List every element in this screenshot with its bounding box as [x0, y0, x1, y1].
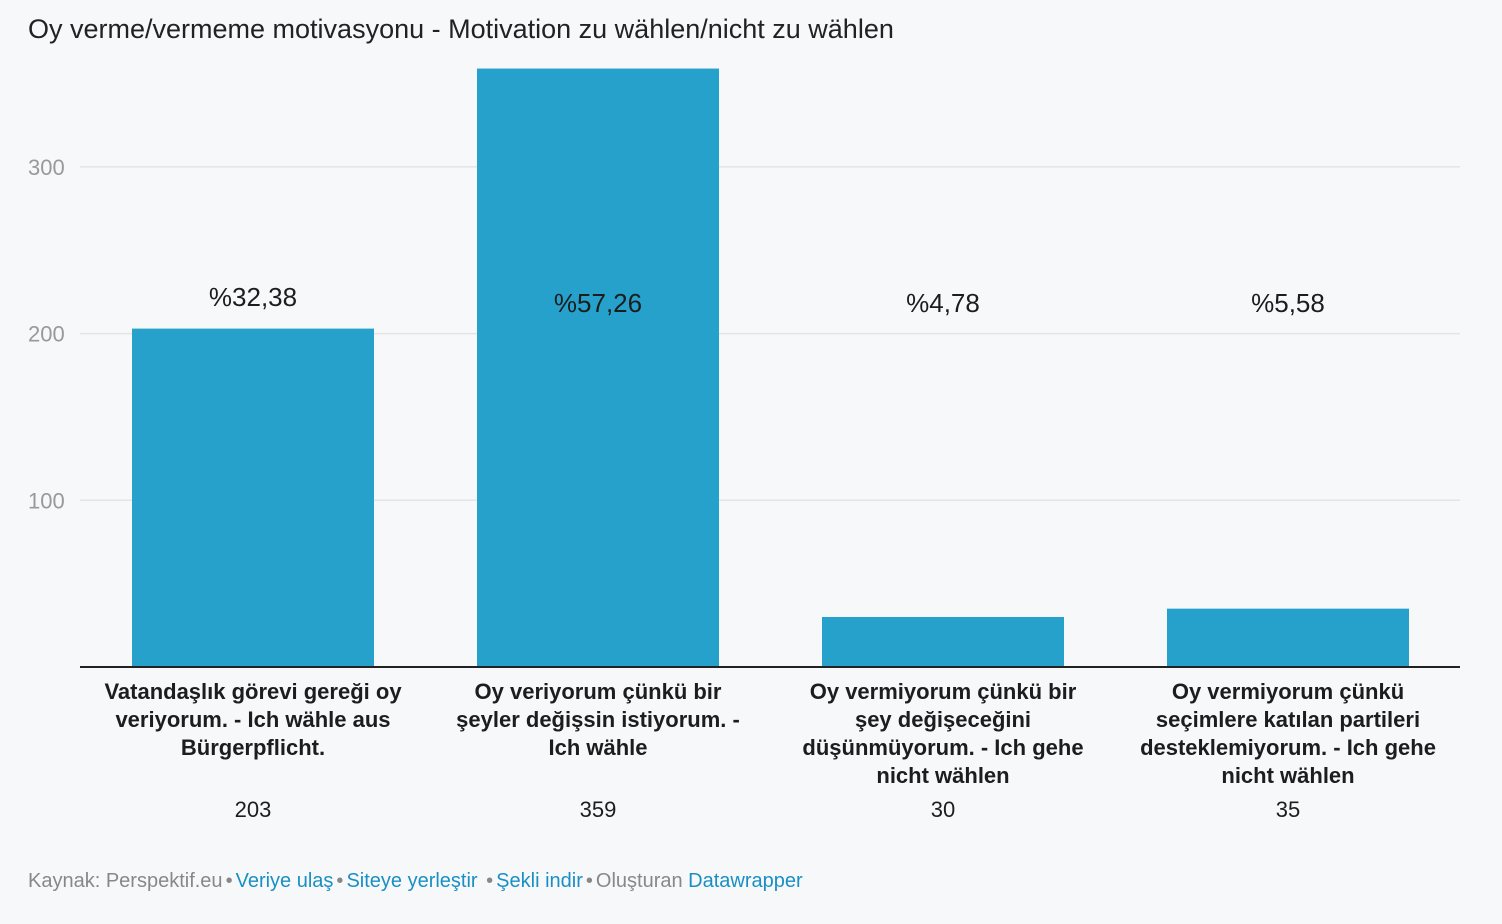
y-tick-label: 300	[28, 155, 65, 180]
source-text: Kaynak: Perspektif.eu	[28, 870, 223, 892]
category-label-line: veriyorum. - Ich wähle aus	[115, 707, 391, 732]
footer-separator: •	[336, 870, 344, 892]
value-label: 35	[1275, 797, 1301, 822]
bars	[132, 68, 1409, 667]
percent-label: %4,78	[906, 288, 980, 318]
percent-labels: %32,38 %57,26 %4,78 %5,58	[209, 282, 1325, 318]
category-label-line: seçimlere katılan partileri	[1155, 707, 1421, 732]
category-label-line: Oy veriyorum çünkü bir	[474, 679, 722, 704]
category-label-line: şey değişeceğini	[854, 707, 1032, 732]
bar	[822, 616, 1064, 667]
y-tick-label: 200	[28, 322, 65, 347]
footer-separator: •	[486, 870, 494, 892]
category-label: Oy vermiyorum çünkü seçimlere katılan par…	[1123, 678, 1453, 790]
footer-separator: •	[225, 870, 233, 892]
category-label: Oy veriyorum çünkü bir şeyler değişsin is…	[433, 678, 763, 762]
percent-label: %5,58	[1251, 288, 1325, 318]
download-link[interactable]: Şekli indir	[496, 870, 583, 892]
data-link[interactable]: Veriye ulaş	[235, 870, 334, 892]
category-label-line: düşünmüyorum. - Ich gehe	[802, 735, 1084, 760]
category-label-line: desteklemiyorum. - Ich gehe	[1140, 735, 1436, 760]
percent-label: %57,26	[554, 288, 642, 318]
category-label-line: Oy vermiyorum çünkü	[1171, 679, 1405, 704]
category-label: Vatandaşlık görevi gereği oy veriyorum. -…	[88, 678, 418, 762]
value-label: 30	[930, 797, 956, 822]
category-label-line: şeyler değişsin istiyorum. -	[456, 707, 740, 732]
value-label: 359	[579, 797, 617, 822]
category-label: Oy vermiyorum çünkü bir şey değişeceğini d…	[778, 678, 1108, 790]
bar	[1167, 608, 1409, 667]
category-label-line: Vatandaşlık görevi gereği oy	[104, 679, 402, 704]
created-with-text: Oluşturan	[595, 870, 683, 892]
bar	[132, 328, 374, 667]
category-label-line: Oy vermiyorum çünkü bir	[809, 679, 1077, 704]
value-label: 203	[234, 797, 272, 822]
category-label-line: nicht wählen	[876, 763, 1010, 788]
percent-label: %32,38	[209, 282, 297, 312]
category-label-line: Bürgerpflicht.	[180, 735, 326, 760]
category-label-line: Ich wähle	[548, 735, 648, 760]
y-tick-label: 100	[28, 488, 65, 513]
footer-separator: •	[585, 870, 593, 892]
embed-link[interactable]: Siteye yerleştir	[346, 870, 478, 892]
footer: Kaynak: Perspektif.eu • Veriye ulaş • Siteye…	[28, 870, 803, 893]
chart-title: Oy verme/vermeme motivasyonu - Motivatio…	[28, 14, 894, 44]
datawrapper-link[interactable]: Datawrapper	[688, 870, 803, 892]
bar	[477, 68, 719, 667]
category-label-line: nicht wählen	[1221, 763, 1355, 788]
